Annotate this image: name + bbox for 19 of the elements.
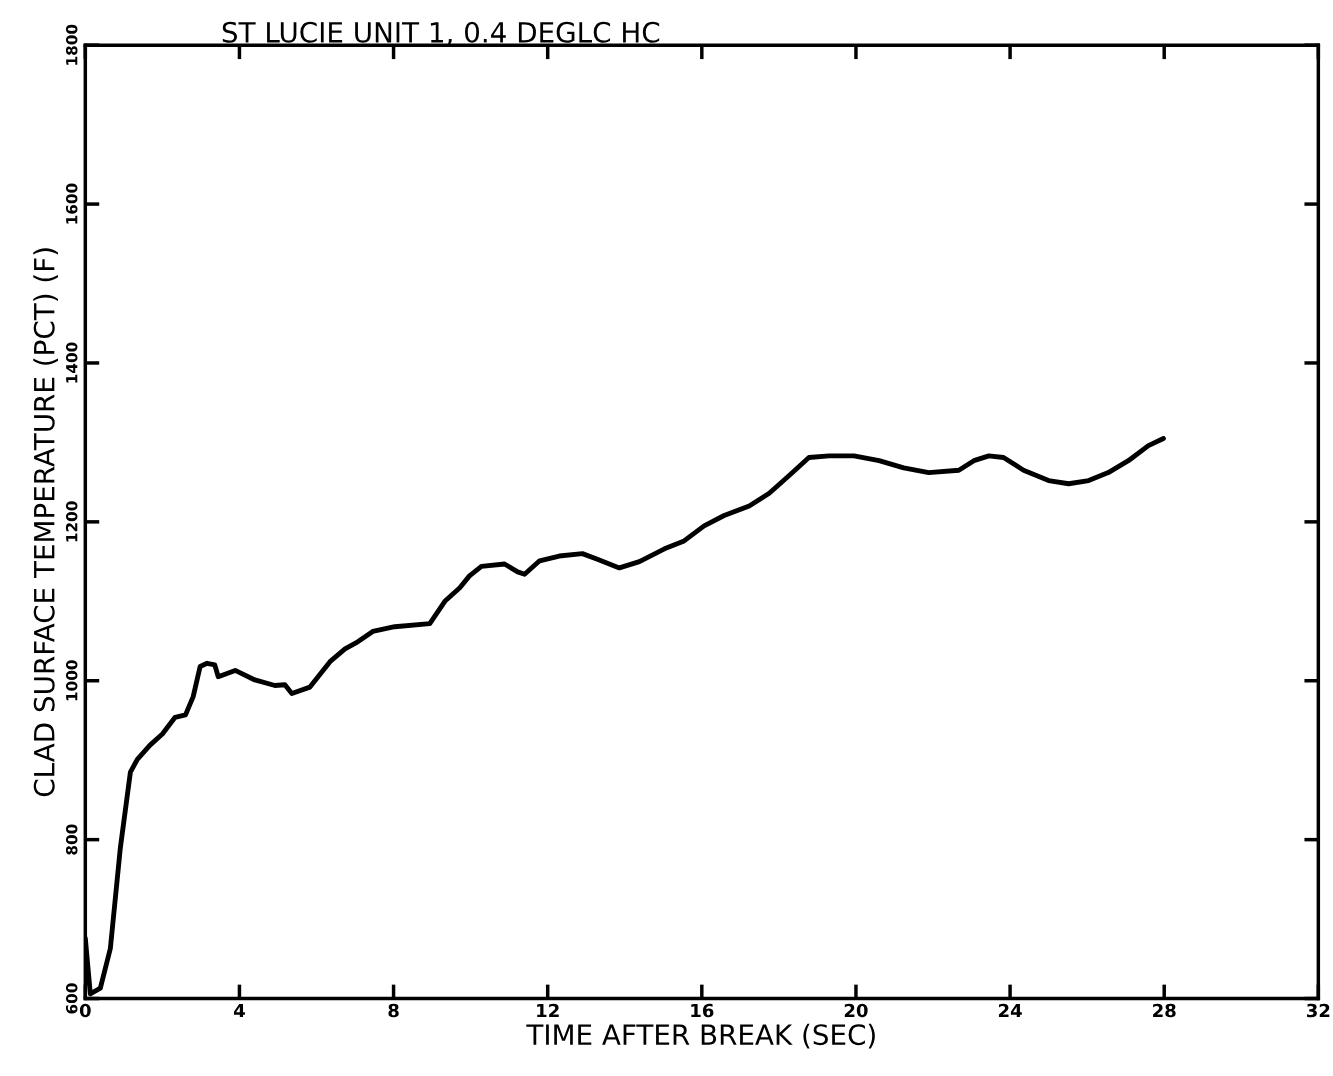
y-tick-label: 600 — [65, 983, 78, 1014]
y-tick-label: 1400 — [65, 342, 78, 383]
x-tick-label: 12 — [537, 1003, 559, 1018]
y-tick-label: 1600 — [65, 183, 78, 224]
x-tick-label: 8 — [388, 1003, 399, 1018]
y-tick-label: 1200 — [65, 501, 78, 542]
x-tick-label: 24 — [998, 1003, 1022, 1018]
x-axis-title: TIME AFTER BREAK (SEC) — [526, 1023, 875, 1049]
x-tick-label: 20 — [844, 1003, 868, 1018]
x-tick-label: 0 — [79, 1003, 91, 1018]
x-tick-label: 16 — [691, 1003, 714, 1018]
y-tick-label: 1000 — [65, 660, 78, 701]
chart-title: ST LUCIE UNIT 1, 0.4 DEGLC HC — [222, 21, 660, 46]
x-tick-label: 4 — [233, 1003, 245, 1018]
x-tick-label: 28 — [1153, 1003, 1176, 1018]
y-tick-label: 800 — [65, 824, 78, 855]
y-tick-label: 1800 — [65, 24, 78, 65]
x-tick-label: 32 — [1306, 1003, 1330, 1018]
y-axis-title: CLAD SURFACE TEMPERATURE (PCT) (F) — [33, 248, 58, 797]
